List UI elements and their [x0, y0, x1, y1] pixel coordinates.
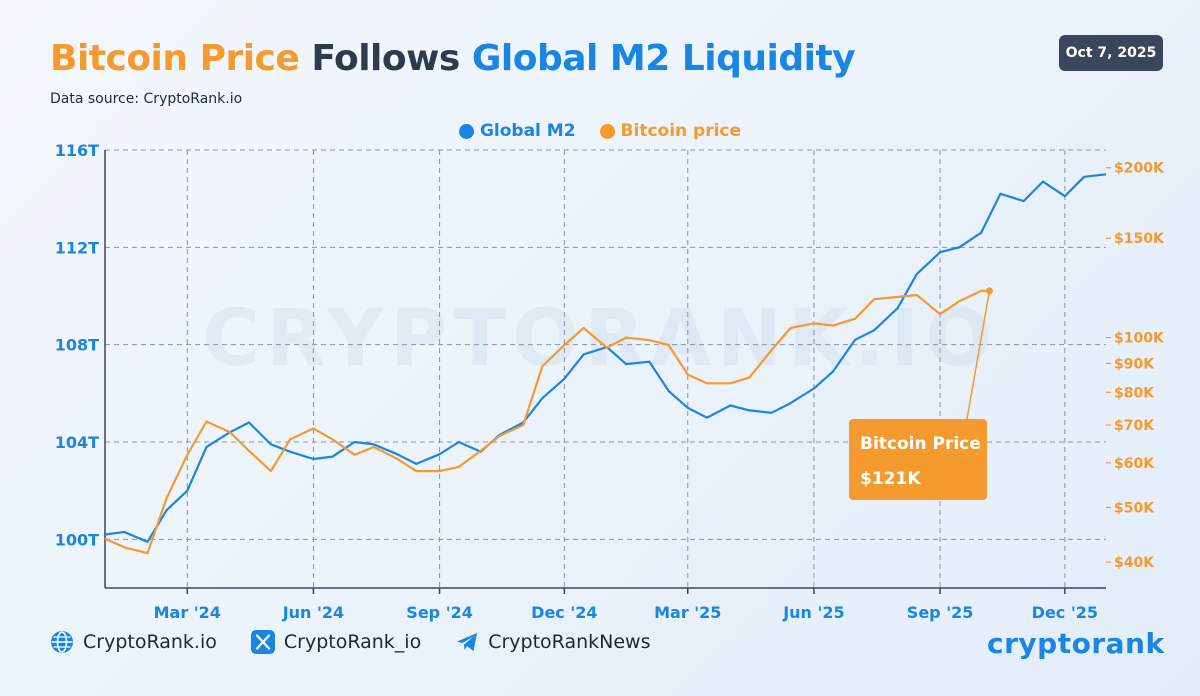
- x-tick-label: Jun '25: [782, 603, 844, 622]
- y-right-tick-label: $70K: [1114, 418, 1155, 434]
- brand-logo: cryptorank: [987, 627, 1165, 660]
- y-right-tick-label: $150K: [1114, 231, 1165, 247]
- y-left-tick-label: 112T: [55, 238, 99, 257]
- y-left-tick-label: 104T: [55, 433, 99, 452]
- title-part-follows: Follows: [311, 38, 460, 79]
- x-tick-label: Mar '24: [154, 603, 221, 622]
- callout-value: $121K: [860, 469, 921, 489]
- x-tick-label: Dec '25: [1032, 603, 1098, 622]
- series-line-bitcoin-price: [104, 289, 990, 555]
- footer-telegram-text: CryptoRankNews: [488, 631, 651, 653]
- legend-label-m2: Global M2: [479, 121, 576, 141]
- y-left-tick-label: 108T: [55, 336, 99, 355]
- legend-label-btc: Bitcoin price: [620, 121, 742, 141]
- y-right-tick-label: $80K: [1114, 385, 1155, 401]
- footer-x-link[interactable]: CryptoRank_io: [250, 630, 422, 654]
- x-tick-label: Sep '24: [406, 603, 473, 622]
- y-right-tick-label: $50K: [1114, 500, 1155, 516]
- telegram-icon: [455, 630, 479, 654]
- x-tick-label: Mar '25: [654, 603, 721, 622]
- y-left-tick-label: 116T: [55, 141, 99, 160]
- chart-legend: Global M2 Bitcoin price: [0, 120, 1200, 142]
- y-right-tick-label: $60K: [1114, 456, 1155, 472]
- date-badge: Oct 7, 2025: [1059, 35, 1163, 71]
- y-right-tick-label: $100K: [1114, 331, 1165, 347]
- footer-website-text: CryptoRank.io: [83, 631, 217, 653]
- callout-label: Bitcoin Price: [860, 434, 981, 454]
- x-tick-label: Sep '25: [907, 603, 974, 622]
- chart-series: [104, 173, 1107, 555]
- chart-axes: 100T 104T 108T 112T 116T Mar '24 Jun '24 Sep '2…: [55, 141, 1165, 622]
- legend-dot-m2: [458, 123, 474, 139]
- y-right-tick-label: $90K: [1114, 356, 1155, 372]
- globe-icon: [50, 630, 74, 654]
- y-left-tick-label: 100T: [55, 530, 99, 549]
- page-title: Bitcoin Price Follows Global M2 Liquidit…: [50, 38, 856, 79]
- title-part-m2: Global M2 Liquidity: [471, 38, 856, 79]
- footer-website-link[interactable]: CryptoRank.io: [50, 630, 217, 654]
- callout-connector: [966, 290, 991, 420]
- title-part-bitcoin: Bitcoin Price: [50, 38, 300, 79]
- y-right-tick-label: $200K: [1114, 161, 1165, 177]
- callout-group: Bitcoin Price $121K: [849, 290, 991, 500]
- footer-links: CryptoRank.io CryptoRank_io CryptoRankNe…: [50, 630, 685, 654]
- footer-telegram-link[interactable]: CryptoRankNews: [455, 630, 651, 654]
- footer-x-text: CryptoRank_io: [283, 631, 422, 653]
- y-right-tick-label: $40K: [1114, 555, 1155, 571]
- callout-box: [849, 419, 987, 500]
- legend-item-m2[interactable]: Global M2: [458, 120, 576, 142]
- legend-item-btc[interactable]: Bitcoin price: [599, 120, 742, 142]
- watermark-text: CRYPTORANK.IO: [202, 294, 997, 384]
- x-logo-icon: [250, 630, 275, 654]
- legend-dot-btc: [599, 123, 615, 139]
- x-tick-label: Dec '24: [531, 603, 597, 622]
- chart-grid: [105, 149, 1106, 588]
- x-tick-label: Jun '24: [282, 603, 344, 622]
- data-source-label: Data source: CryptoRank.io: [50, 91, 243, 107]
